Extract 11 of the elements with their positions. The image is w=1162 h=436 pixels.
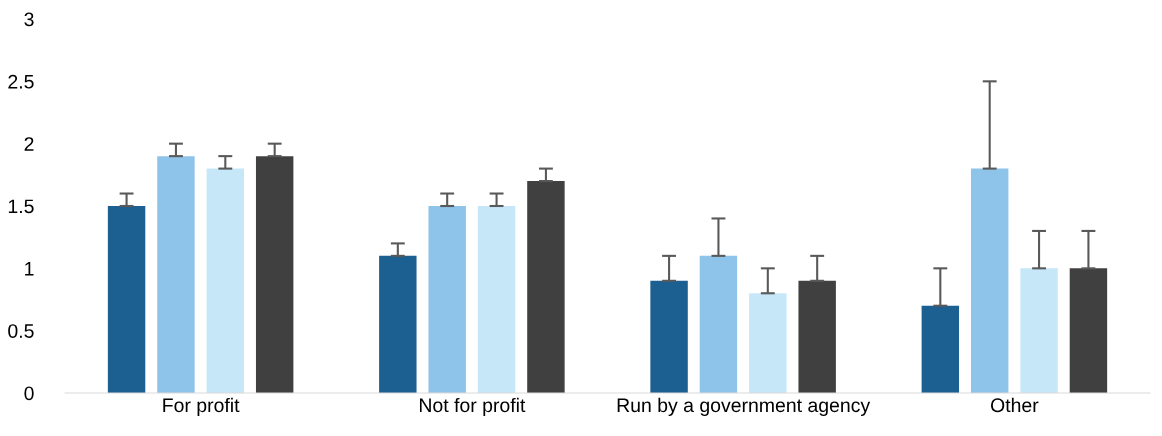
y-tick-label: 3 xyxy=(24,12,34,27)
y-tick-label: 0 xyxy=(24,386,34,401)
x-tick-label: Other xyxy=(990,397,1039,413)
y-tick-label: 2 xyxy=(24,137,34,151)
y-tick-label: 1 xyxy=(25,262,34,276)
y-tick-label: 2.5 xyxy=(8,74,34,89)
x-tick-label: Not for profit xyxy=(419,397,526,416)
x-tick-label: For profit xyxy=(163,397,240,416)
x-tick-label: Run by a government agency xyxy=(617,397,871,416)
y-tick-label: 0.5 xyxy=(8,324,34,338)
y-tick-label: 1.5 xyxy=(8,199,34,214)
